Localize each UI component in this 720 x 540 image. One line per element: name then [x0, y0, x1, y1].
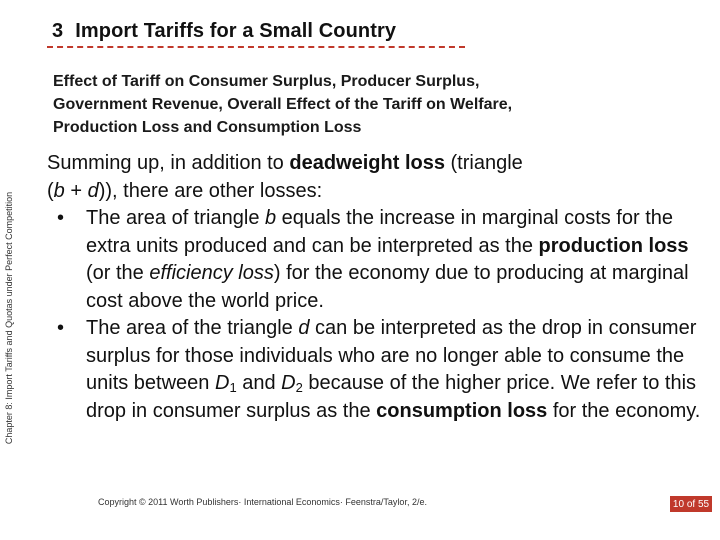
bullet-text: ) for the economy due to producing at ma… — [86, 262, 689, 312]
subtitle-line-3: Production Loss and Consumption Loss — [53, 119, 362, 136]
intro-paragraph: Summing up, in addition to deadweight lo… — [47, 150, 712, 205]
intro-text: Summing up, in addition to — [47, 152, 290, 174]
intro-text: (triangle — [444, 152, 523, 174]
production-loss-term: production loss — [538, 234, 689, 257]
section-title-text: Import Tariffs for a Small Country — [75, 20, 397, 42]
slide-subtitle: Effect of Tariff on Consumer Surplus, Pr… — [53, 70, 653, 139]
var-b: b — [265, 207, 277, 229]
intro-text: )), there are other losses: — [98, 179, 323, 202]
slide-body: Summing up, in addition to deadweight lo… — [47, 150, 712, 425]
copyright-footer: Copyright © 2011 Worth Publishers· Inter… — [98, 497, 427, 507]
bullet-list: • The area of triangle b equals the incre… — [47, 205, 712, 425]
bullet-text: The area of the triangle — [86, 317, 299, 339]
var-D: D — [281, 372, 296, 394]
var-D: D — [214, 372, 230, 394]
section-title: 3 Import Tariffs for a Small Country — [52, 20, 396, 43]
chapter-side-label-text: Chapter 8: Import Tariffs and Quotas und… — [4, 191, 14, 444]
bullet-text: The area of triangle — [86, 207, 265, 229]
intro-text: ( — [47, 179, 54, 202]
bullet-text: because of the higher price. We refer to… — [86, 372, 697, 422]
page-number-badge: 10 of 55 — [670, 496, 712, 512]
title-dashed-underline — [47, 46, 465, 48]
var-d: d — [298, 317, 310, 339]
var-b: b — [53, 179, 65, 202]
subtitle-line-1: Effect of Tariff on Consumer Surplus, Pr… — [53, 73, 480, 90]
bullet-text: for the economy. — [547, 399, 701, 422]
var-d: d — [87, 179, 99, 202]
bullet-symbol: • — [57, 207, 65, 229]
consumption-loss-term: consumption loss — [376, 399, 548, 422]
bullet-text: and — [236, 372, 282, 394]
subtitle-line-2: Government Revenue, Overall Effect of th… — [53, 96, 513, 113]
bullet-text: (or the — [86, 262, 150, 284]
subscript-1: 1 — [229, 380, 237, 395]
bullet-text: can be interpreted as the drop in consum… — [86, 317, 697, 394]
bullet-item-production-loss: • The area of triangle b equals the incre… — [47, 205, 712, 315]
chapter-side-label: Chapter 8: Import Tariffs and Quotas und… — [0, 150, 18, 485]
section-number: 3 — [52, 20, 64, 42]
intro-text: + — [64, 179, 88, 202]
slide-header: 3 Import Tariffs for a Small Country — [47, 20, 465, 50]
bullet-item-consumption-loss: • The area of the triangle d can be inter… — [47, 315, 712, 425]
subscript-2: 2 — [295, 380, 303, 395]
bullet-symbol: • — [57, 317, 65, 339]
efficiency-loss-term: efficiency loss — [149, 262, 274, 284]
bullet-text: equals the increase in marginal costs fo… — [86, 207, 673, 257]
deadweight-loss-term: deadweight loss — [289, 152, 445, 174]
